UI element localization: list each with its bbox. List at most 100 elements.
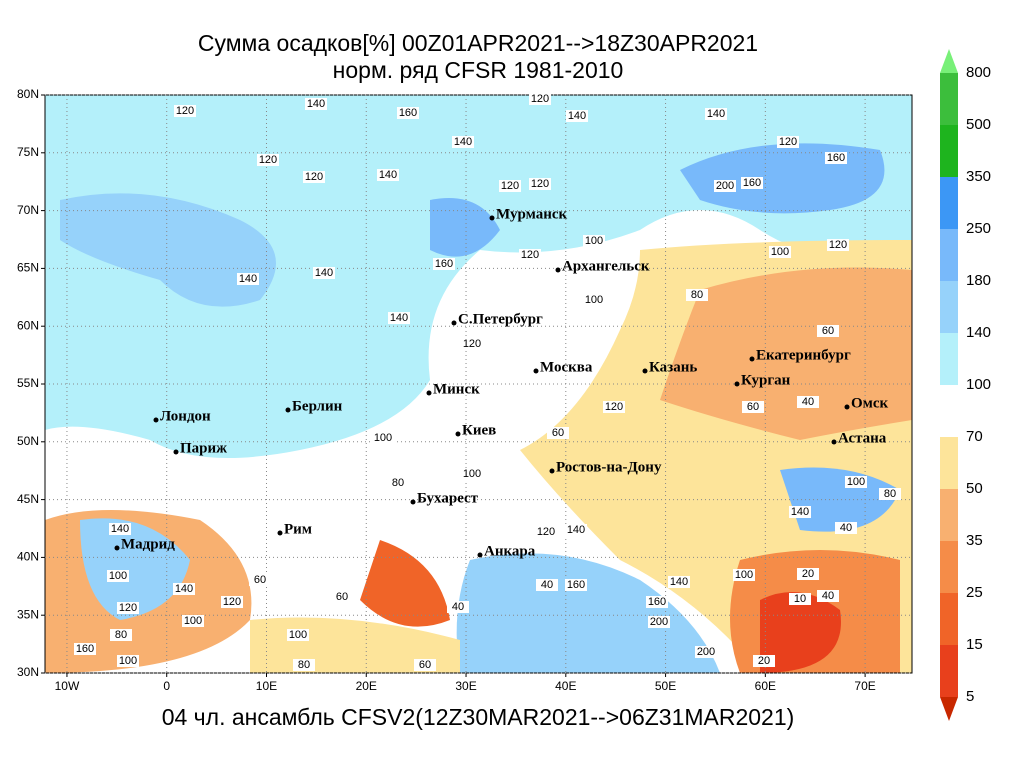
city-dot xyxy=(426,390,432,396)
y-tick-label: 60N xyxy=(17,318,39,332)
colorbar-label: 250 xyxy=(966,220,991,237)
contour-label-bg xyxy=(827,239,849,251)
x-tick-label: 20E xyxy=(356,679,377,693)
contour-label: 120 xyxy=(537,526,555,538)
contour-label: 100 xyxy=(847,476,865,488)
contour-label-bg xyxy=(769,246,791,258)
contour-label: 120 xyxy=(779,136,797,148)
city-dot xyxy=(533,368,539,374)
x-tick-label: 50E xyxy=(655,679,676,693)
contour-label: 140 xyxy=(379,169,397,181)
y-tick-label: 35N xyxy=(17,607,39,621)
contour-label-bg xyxy=(387,477,409,489)
contour-label: 140 xyxy=(568,110,586,122)
contour-label-bg xyxy=(777,136,799,148)
city-label: Казань xyxy=(649,359,697,375)
contour-label-bg xyxy=(221,596,243,608)
contour-label: 120 xyxy=(259,154,277,166)
contour-label-bg xyxy=(529,178,551,190)
contour-label: 100 xyxy=(585,235,603,247)
colorbar-low xyxy=(940,697,958,721)
city-label: Мурманск xyxy=(496,206,567,222)
contour-label-bg xyxy=(835,522,857,534)
contour-label: 80 xyxy=(115,629,127,641)
y-tick-label: 40N xyxy=(17,550,39,564)
contour-label-bg xyxy=(566,110,588,122)
city-dot xyxy=(489,215,495,221)
x-tick-label: 30E xyxy=(455,679,476,693)
contour-label-bg xyxy=(845,476,867,488)
contour-label-bg xyxy=(447,601,469,613)
city-dot xyxy=(555,267,561,273)
contour-label-bg xyxy=(249,574,271,586)
contour-label-bg xyxy=(789,506,811,518)
contour-label: 80 xyxy=(392,477,404,489)
contour-label: 120 xyxy=(119,602,137,614)
contour-label-bg xyxy=(107,570,129,582)
colorbar-segment xyxy=(940,177,958,229)
colorbar-label: 140 xyxy=(966,324,991,341)
contour-label-bg xyxy=(695,646,717,658)
city-label: Москва xyxy=(540,359,593,375)
contour-label-bg xyxy=(313,267,335,279)
colorbar-segment xyxy=(940,593,958,645)
contour-label-bg xyxy=(117,602,139,614)
contour-label: 120 xyxy=(605,401,623,413)
city-label: Киев xyxy=(462,422,496,438)
contour-label: 60 xyxy=(822,325,834,337)
contour-label-bg xyxy=(797,396,819,408)
contour-label: 160 xyxy=(567,579,585,591)
city-label: Бухарест xyxy=(417,490,479,506)
city-dot xyxy=(477,552,483,558)
contour-label: 60 xyxy=(552,427,564,439)
contour-label: 120 xyxy=(521,249,539,261)
city-dot xyxy=(277,530,283,536)
y-tick-label: 45N xyxy=(17,492,39,506)
city-dot xyxy=(831,439,837,445)
contour-label: 120 xyxy=(531,93,549,105)
contour-label-bg xyxy=(535,526,557,538)
contour-label-bg xyxy=(879,488,901,500)
contour-label-bg xyxy=(565,524,587,536)
contour-label: 140 xyxy=(670,576,688,588)
contour-label: 120 xyxy=(176,105,194,117)
contour-label-bg xyxy=(397,107,419,119)
contour-label: 140 xyxy=(315,267,333,279)
contour-label: 60 xyxy=(336,591,348,603)
contour-label: 100 xyxy=(184,615,202,627)
contour-label: 40 xyxy=(541,579,553,591)
colorbar-segment xyxy=(940,281,958,333)
contour-label: 140 xyxy=(454,136,472,148)
contour-label-bg xyxy=(519,249,541,261)
contour-label: 100 xyxy=(771,246,789,258)
contour-label: 40 xyxy=(840,522,852,534)
y-tick-label: 65N xyxy=(17,261,39,275)
contour-label-bg xyxy=(529,93,551,105)
contour-label-bg xyxy=(377,169,399,181)
contour-label: 140 xyxy=(111,523,129,535)
contour-label-bg xyxy=(733,569,755,581)
contour-label-bg xyxy=(646,596,668,608)
contour-label-bg xyxy=(109,523,131,535)
city-dot xyxy=(173,449,179,455)
contour-label: 120 xyxy=(531,178,549,190)
contour-label-bg xyxy=(117,655,139,667)
city-dot xyxy=(451,320,457,326)
colorbar-segment xyxy=(940,541,958,593)
city-dot xyxy=(285,407,291,413)
colorbar-segment xyxy=(940,385,958,437)
y-tick-label: 70N xyxy=(17,203,39,217)
contour-label-bg xyxy=(237,273,259,285)
contour-label-bg xyxy=(173,583,195,595)
contour-label: 200 xyxy=(697,646,715,658)
contour-label: 40 xyxy=(452,601,464,613)
contour-label-bg xyxy=(583,235,605,247)
colorbar-label: 50 xyxy=(966,480,983,497)
contour-label: 40 xyxy=(822,590,834,602)
colorbar-segment xyxy=(940,437,958,489)
city-dot xyxy=(549,468,555,474)
contour-label: 120 xyxy=(829,239,847,251)
contour-label-bg xyxy=(74,643,96,655)
contour-label-bg xyxy=(705,108,727,120)
contour-label: 140 xyxy=(791,506,809,518)
